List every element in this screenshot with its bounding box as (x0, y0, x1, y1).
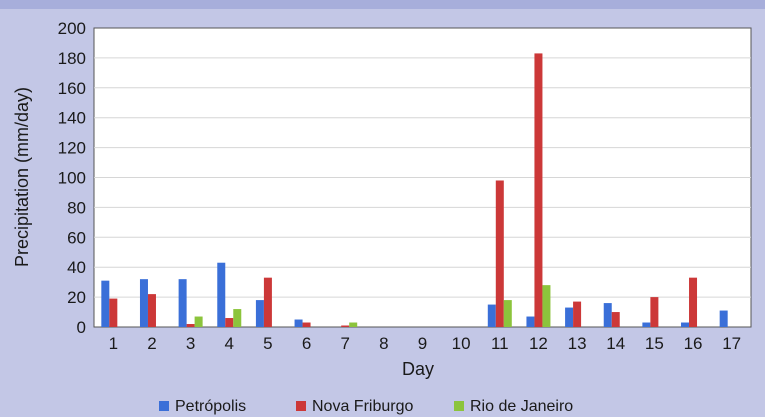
bar (689, 277, 698, 327)
bar (147, 294, 156, 327)
x-tick-label: 5 (263, 334, 272, 353)
legend-label: Rio de Janeiro (470, 398, 573, 415)
bar (681, 322, 690, 327)
bar (719, 310, 728, 327)
bar (611, 312, 620, 327)
bar (101, 280, 110, 327)
bar (139, 279, 148, 327)
bar (495, 180, 504, 327)
x-axis-title: Day (402, 359, 434, 379)
bar (349, 322, 358, 327)
x-tick-label: 2 (147, 334, 156, 353)
bar (302, 322, 311, 327)
gridlines (94, 57, 751, 298)
y-tick-label: 0 (77, 318, 86, 337)
x-tick-label: 10 (452, 334, 471, 353)
bar (294, 319, 303, 327)
y-tick-label: 100 (58, 169, 86, 188)
bar (503, 300, 512, 327)
bar (573, 301, 582, 327)
y-tick-label: 60 (67, 228, 86, 247)
x-tick-label: 13 (568, 334, 587, 353)
y-tick-label: 180 (58, 49, 86, 68)
bar (263, 277, 272, 327)
x-tick-label: 15 (645, 334, 664, 353)
bar (650, 297, 659, 327)
y-axis-title: Precipitation (mm/day) (12, 87, 32, 267)
x-tick-label: 3 (186, 334, 195, 353)
x-tick-label: 12 (529, 334, 548, 353)
y-tick-label: 140 (58, 109, 86, 128)
y-tick-label: 80 (67, 198, 86, 217)
y-tick-label: 200 (58, 19, 86, 38)
bar (194, 316, 203, 327)
bar (217, 262, 226, 327)
bar (603, 303, 612, 327)
bar (186, 324, 195, 327)
bar (255, 300, 264, 327)
x-tick-label: 6 (302, 334, 311, 353)
y-tick-label: 20 (67, 288, 86, 307)
bar (225, 318, 234, 327)
bar (341, 325, 350, 327)
bar (534, 53, 543, 327)
x-tick-label: 4 (225, 334, 234, 353)
bar (233, 309, 242, 327)
legend-label: Petrópolis (175, 398, 246, 415)
x-tick-labels: 1 2 3 4 5 6 7 8 9 10 11 12 13 14 15 16 17 (109, 334, 742, 353)
y-tick-labels: 0 20 40 60 80 100 120 140 160 180 200 (58, 19, 86, 337)
x-tick-label: 8 (379, 334, 388, 353)
legend: Petrópolis Nova Friburgo Rio de Janeiro (159, 398, 573, 415)
x-tick-label: 9 (418, 334, 427, 353)
legend-label: Nova Friburgo (312, 398, 413, 415)
legend-swatch (454, 401, 464, 411)
bar (642, 322, 651, 327)
legend-swatch (159, 401, 169, 411)
x-tick-label: 16 (684, 334, 703, 353)
bar (178, 279, 187, 327)
bar (565, 307, 574, 327)
y-tick-label: 40 (67, 258, 86, 277)
bar (109, 298, 118, 327)
top-band (0, 0, 765, 9)
x-tick-label: 11 (491, 334, 509, 353)
y-tick-label: 160 (58, 79, 86, 98)
legend-swatch (296, 401, 306, 411)
y-tick-label: 120 (58, 139, 86, 158)
x-tick-label: 14 (606, 334, 625, 353)
x-tick-label: 1 (109, 334, 118, 353)
bar (487, 304, 496, 327)
bar (542, 285, 551, 327)
x-tick-label: 17 (722, 334, 741, 353)
bars (101, 53, 728, 327)
x-tick-label: 7 (340, 334, 349, 353)
bar (526, 316, 535, 327)
